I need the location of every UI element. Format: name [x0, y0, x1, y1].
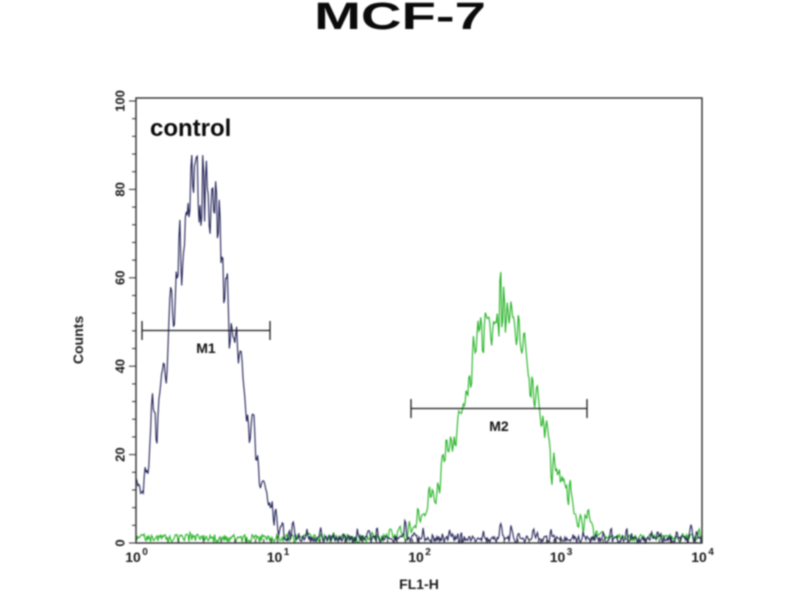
svg-text:2: 2	[425, 547, 431, 558]
svg-text:FL1-H: FL1-H	[399, 576, 439, 592]
svg-text:1: 1	[284, 547, 290, 558]
svg-text:control: control	[150, 115, 231, 142]
svg-text:0: 0	[112, 539, 127, 546]
svg-text:M1: M1	[196, 340, 216, 356]
svg-text:10: 10	[125, 549, 141, 565]
svg-text:10: 10	[408, 549, 424, 565]
svg-text:3: 3	[567, 547, 573, 558]
svg-text:40: 40	[112, 359, 127, 373]
svg-text:Counts: Counts	[70, 316, 86, 364]
svg-text:4: 4	[708, 547, 714, 558]
svg-text:10: 10	[267, 549, 283, 565]
svg-text:60: 60	[112, 271, 127, 285]
svg-text:100: 100	[112, 90, 127, 112]
svg-text:M2: M2	[489, 418, 509, 434]
svg-text:10: 10	[691, 549, 707, 565]
svg-text:0: 0	[142, 547, 148, 558]
svg-text:80: 80	[112, 182, 127, 196]
svg-text:10: 10	[550, 549, 566, 565]
svg-text:20: 20	[112, 447, 127, 461]
